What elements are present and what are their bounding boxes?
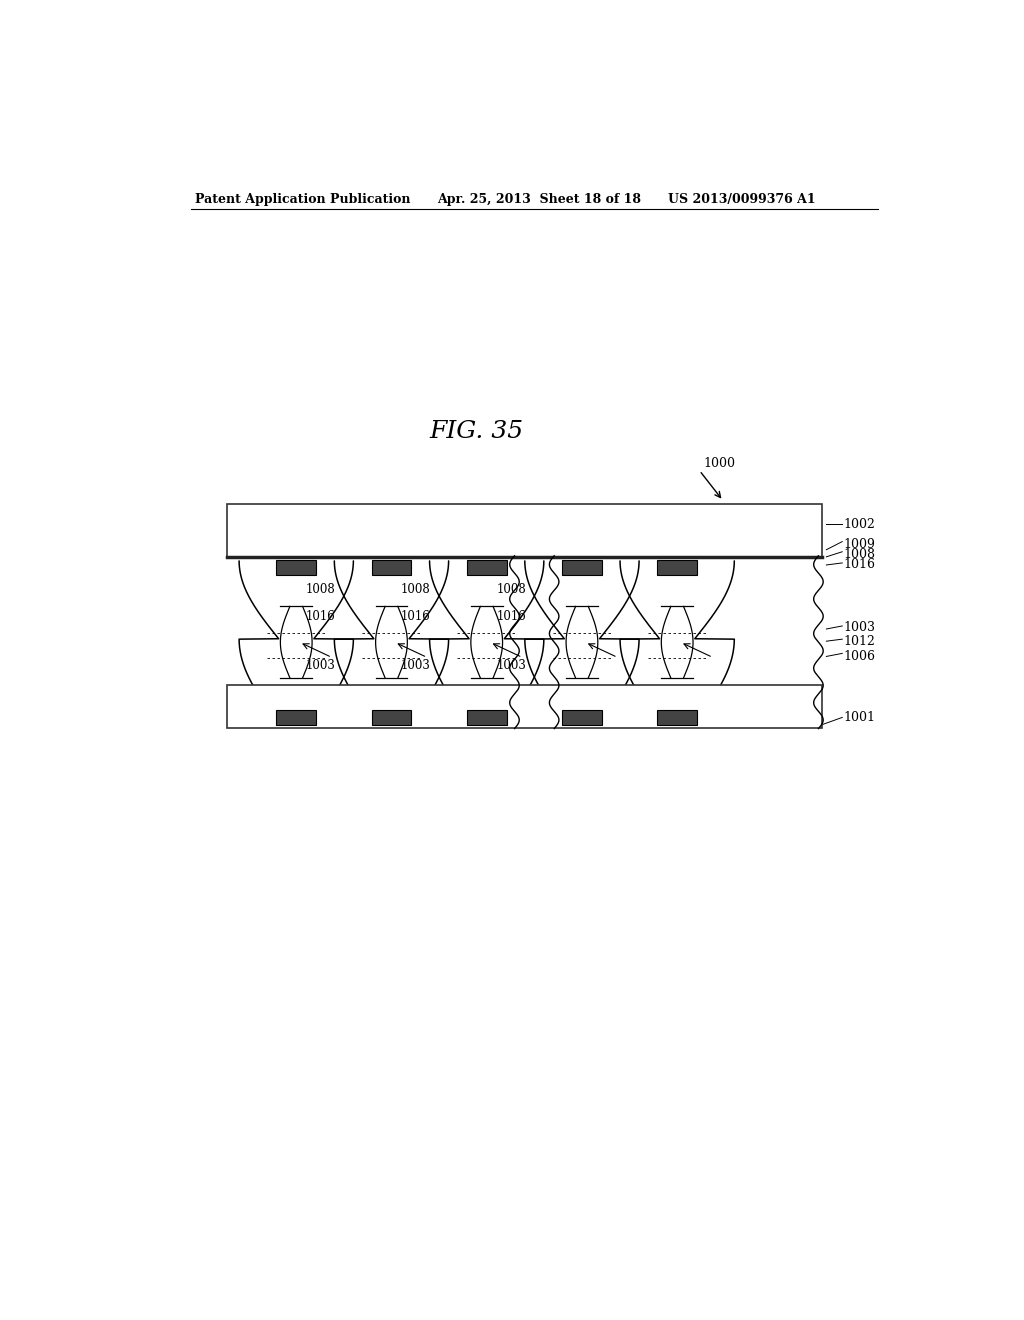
Bar bbox=[227, 504, 822, 557]
Text: 1016: 1016 bbox=[844, 558, 876, 572]
Bar bbox=[276, 560, 316, 576]
Text: 1008: 1008 bbox=[306, 583, 336, 595]
Text: 1016: 1016 bbox=[306, 610, 336, 623]
Bar bbox=[372, 710, 412, 725]
Text: 1016: 1016 bbox=[401, 610, 431, 623]
Text: 1003: 1003 bbox=[401, 659, 431, 672]
Text: 1000: 1000 bbox=[703, 457, 735, 470]
Text: 1008: 1008 bbox=[497, 583, 526, 595]
Text: 1001: 1001 bbox=[844, 711, 876, 723]
Text: 1009: 1009 bbox=[844, 539, 876, 552]
Text: Apr. 25, 2013  Sheet 18 of 18: Apr. 25, 2013 Sheet 18 of 18 bbox=[437, 193, 641, 206]
Bar bbox=[562, 560, 602, 576]
Bar bbox=[562, 710, 602, 725]
Bar bbox=[372, 560, 412, 576]
Text: 1012: 1012 bbox=[306, 686, 336, 700]
Text: 1003: 1003 bbox=[844, 622, 876, 635]
Bar bbox=[467, 560, 507, 576]
Bar bbox=[657, 710, 697, 725]
Text: 1002: 1002 bbox=[844, 517, 876, 531]
Bar bbox=[657, 560, 697, 576]
Text: 1012: 1012 bbox=[401, 686, 431, 700]
Text: 1012: 1012 bbox=[497, 686, 526, 700]
Text: 1016: 1016 bbox=[497, 610, 526, 623]
Text: FIG. 35: FIG. 35 bbox=[430, 420, 523, 444]
Text: 1012: 1012 bbox=[844, 635, 876, 648]
Text: Patent Application Publication: Patent Application Publication bbox=[196, 193, 411, 206]
Text: 1003: 1003 bbox=[306, 659, 336, 672]
Text: 1008: 1008 bbox=[401, 583, 431, 595]
Text: US 2013/0099376 A1: US 2013/0099376 A1 bbox=[668, 193, 815, 206]
Bar bbox=[467, 710, 507, 725]
Bar bbox=[276, 710, 316, 725]
Text: 1003: 1003 bbox=[497, 659, 526, 672]
Bar bbox=[227, 685, 822, 727]
Text: 1006: 1006 bbox=[844, 649, 876, 663]
Text: 1008: 1008 bbox=[844, 548, 876, 561]
